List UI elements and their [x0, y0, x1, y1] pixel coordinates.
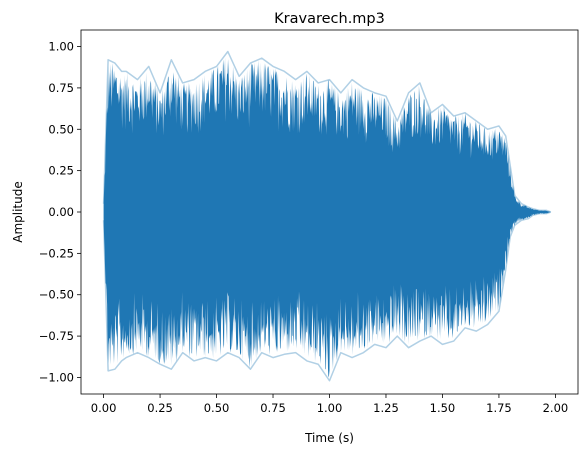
chart-title: Kravarech.mp3 [274, 11, 385, 27]
x-tick-label: 0.75 [260, 401, 286, 415]
x-tick-label: 1.50 [430, 401, 456, 415]
plot-frame [80, 29, 579, 395]
y-axis-ticks: −1.00 −0.75 −0.50 −0.25 0.00 0.25 0.50 0.75 1.00 [39, 40, 81, 384]
x-tick-label: 0.25 [147, 401, 173, 415]
waveform-line [102, 50, 552, 382]
y-tick-label: −0.50 [39, 288, 74, 302]
y-tick-label: 0.00 [48, 205, 74, 219]
x-axis-label: Time (s) [304, 431, 354, 445]
x-axis-ticks: 0.00 0.25 0.50 0.75 1.00 1.25 1.50 1.75 2.00 [91, 394, 568, 415]
plot-area [102, 50, 552, 382]
waveform-envelope [103, 57, 551, 378]
x-tick-label: 1.25 [373, 401, 399, 415]
x-tick-label: 0.00 [91, 401, 117, 415]
y-tick-label: −1.00 [39, 370, 74, 384]
x-tick-label: 2.00 [543, 401, 569, 415]
y-tick-label: 0.50 [48, 122, 74, 136]
y-tick-label: 0.75 [48, 81, 74, 95]
y-tick-label: −0.25 [39, 246, 74, 260]
y-axis-label: Amplitude [11, 181, 25, 243]
y-tick-label: −0.75 [39, 329, 74, 343]
x-tick-label: 1.00 [317, 401, 343, 415]
x-tick-label: 1.75 [486, 401, 512, 415]
y-tick-label: 1.00 [48, 40, 74, 54]
y-tick-label: 0.25 [48, 164, 74, 178]
x-tick-label: 0.50 [204, 401, 230, 415]
